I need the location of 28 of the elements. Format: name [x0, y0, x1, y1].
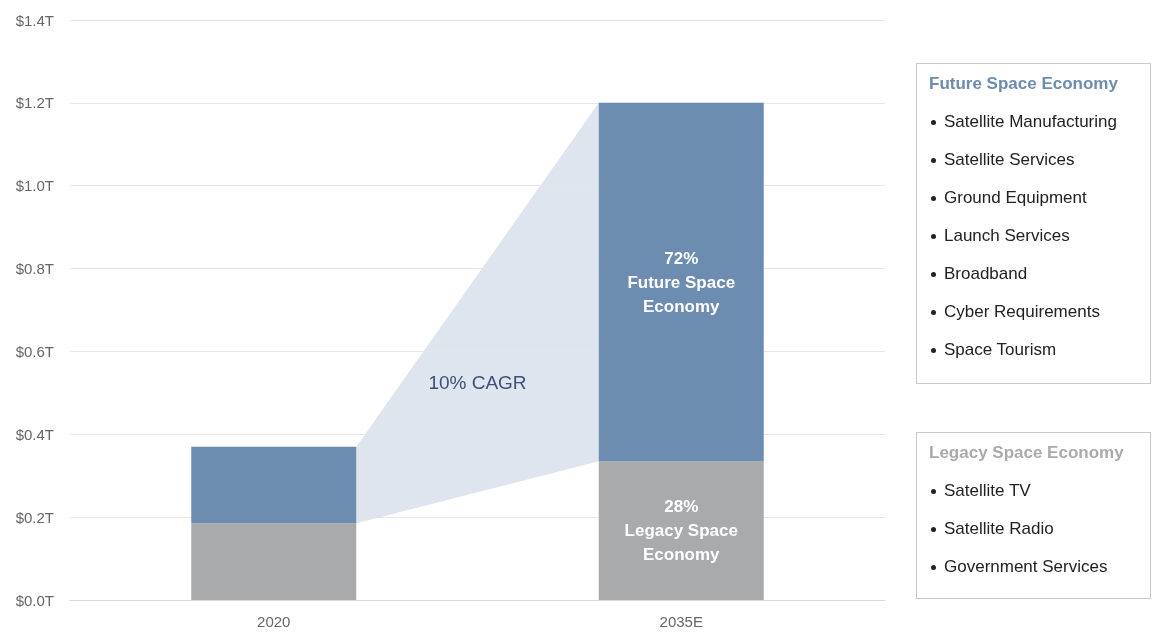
text: Space Tourism [944, 340, 1057, 360]
y-tick-label: $1.2T [15, 94, 54, 112]
annotation: 72% Future Space Economy [627, 248, 736, 316]
text: Satellite Services [944, 150, 1075, 170]
x-tick-label: 2020 [257, 613, 291, 630]
text: Future Space Economy [929, 74, 1119, 94]
text: Launch Services [944, 226, 1070, 246]
text: Ground Equipment [944, 188, 1087, 208]
y-tick-label: $0.4T [15, 425, 54, 443]
text: Broadband [944, 264, 1028, 284]
text: Satellite Radio [944, 519, 1054, 539]
text: Satellite Manufacturing [944, 112, 1117, 132]
y-tick-label: $0.8T [15, 260, 54, 278]
y-tick-label: $0.0T [15, 591, 54, 609]
bar [598, 461, 764, 600]
y-tick-label: $1.0T [15, 177, 54, 195]
y-tick-label: $0.2T [15, 508, 54, 526]
text: Government Services [944, 557, 1108, 577]
annotation: 28% Legacy Space Economy [624, 497, 738, 565]
text: Cyber Requirements [944, 302, 1100, 322]
y-tick-label: $0.6T [15, 342, 54, 360]
x-tick-label: 2035E [659, 613, 703, 630]
text: Legacy Space Economy [929, 443, 1125, 463]
annotation: 10% CAGR [428, 371, 527, 393]
bar [191, 523, 357, 600]
bar [191, 446, 357, 524]
y-tick-label: $1.4T [15, 11, 54, 29]
text: Satellite TV [944, 481, 1031, 501]
